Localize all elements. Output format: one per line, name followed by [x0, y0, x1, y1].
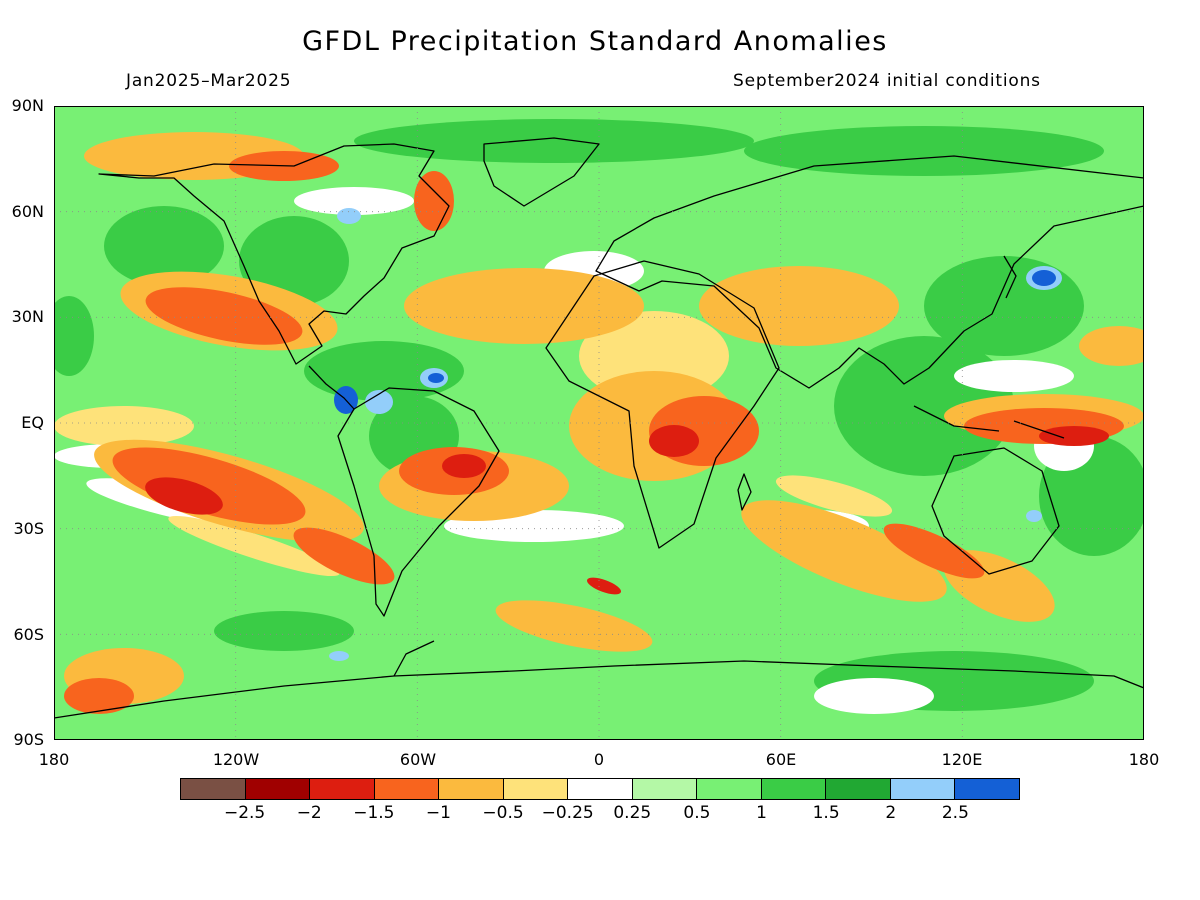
- legend-label: −0.25: [541, 803, 594, 823]
- lon-label-0: 0: [593, 750, 605, 769]
- antarctic-peninsula-outline: [393, 640, 435, 677]
- legend-swatch: [568, 779, 633, 799]
- lat-label-90s: 90S: [13, 730, 44, 749]
- legend-label: −1.5: [353, 803, 395, 823]
- anomaly-map: [54, 106, 1144, 740]
- map-title: GFDL Precipitation Standard Anomalies: [302, 26, 888, 57]
- north-america-outline: [98, 143, 450, 365]
- legend-swatch: [503, 779, 569, 799]
- madagascar-outline: [737, 473, 752, 511]
- coastlines: [54, 137, 1144, 719]
- japan-outline: [1003, 255, 1017, 299]
- legend-swatch: [374, 779, 440, 799]
- legend-label: 1: [756, 803, 767, 823]
- lon-label-120e: 120E: [941, 750, 983, 769]
- legend-swatch: [955, 779, 1019, 799]
- lon-label-180w: 180: [38, 750, 70, 769]
- lat-label-eq: EQ: [21, 413, 44, 432]
- lon-label-180e: 180: [1128, 750, 1160, 769]
- antarctica-outline: [54, 660, 1144, 719]
- central-america-outline: [308, 365, 355, 410]
- legend-swatch: [890, 779, 956, 799]
- lon-label-60e: 60E: [765, 750, 797, 769]
- legend-swatch: [310, 779, 375, 799]
- legend-label: −2.5: [223, 803, 266, 823]
- lat-label-90n: 90N: [11, 96, 44, 115]
- color-legend: [180, 778, 1020, 800]
- africa-outline: [545, 260, 780, 549]
- south-america-outline: [337, 387, 500, 617]
- legend-label: 1.5: [812, 803, 840, 823]
- australia-outline: [931, 447, 1060, 575]
- graticule: [54, 106, 1144, 740]
- legend-label: −0.5: [482, 803, 524, 823]
- greenland-outline: [483, 137, 600, 207]
- lat-label-30s: 30S: [13, 519, 44, 538]
- eurasia-outline: [595, 155, 1144, 389]
- lat-label-60n: 60N: [11, 202, 44, 221]
- legend-swatch: [826, 779, 891, 799]
- legend-label: −2: [296, 803, 322, 823]
- legend-label: 0.25: [613, 803, 652, 823]
- lon-label-60w: 60W: [399, 750, 437, 769]
- period-label: Jan2025–Mar2025: [126, 71, 292, 91]
- legend-swatch: [181, 779, 246, 799]
- legend-label: 0.5: [683, 803, 711, 823]
- legend-swatch: [439, 779, 504, 799]
- legend-swatch: [632, 779, 698, 799]
- initial-conditions-label: September2024 initial conditions: [733, 71, 1041, 91]
- indonesia-outline: [913, 405, 1065, 439]
- legend-swatch: [761, 779, 827, 799]
- legend-label: 2: [885, 803, 897, 823]
- legend-label: −1: [425, 803, 451, 823]
- legend-swatch: [245, 779, 311, 799]
- anomaly-fields: [54, 119, 1144, 714]
- lat-label-60s: 60S: [13, 625, 44, 644]
- legend-label: 2.5: [941, 803, 969, 823]
- lat-label-30n: 30N: [11, 307, 44, 326]
- lon-label-120w: 120W: [212, 750, 260, 769]
- legend-swatch: [697, 779, 762, 799]
